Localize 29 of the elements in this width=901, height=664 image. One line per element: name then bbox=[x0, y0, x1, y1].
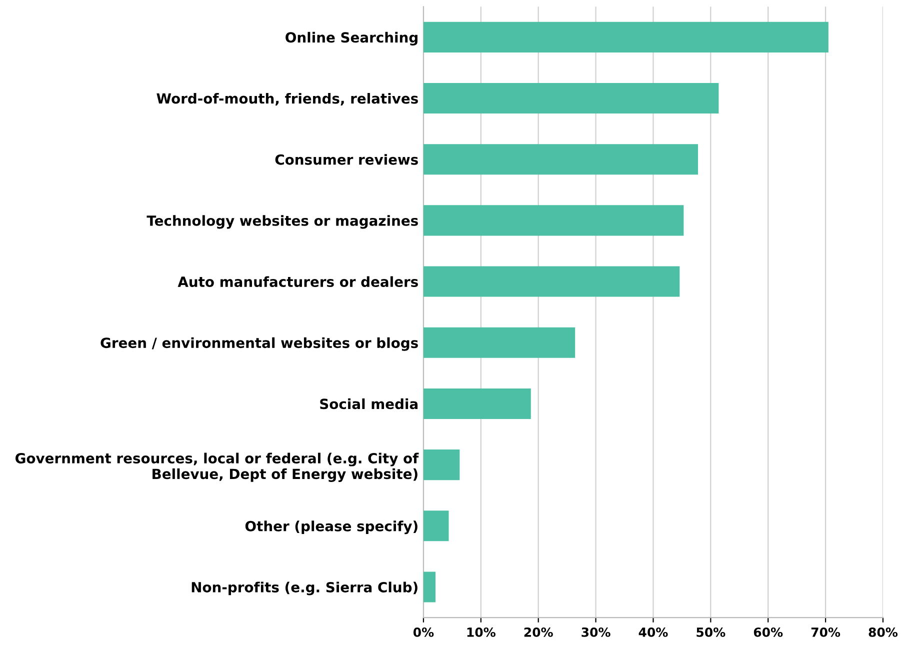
y-tick-label: Green / environmental websites or blogs bbox=[100, 337, 418, 351]
x-tick-label: 20% bbox=[524, 627, 553, 637]
y-tick-label: Auto manufacturers or dealers bbox=[178, 276, 418, 288]
bar bbox=[423, 266, 680, 297]
x-tick-label: 60% bbox=[754, 627, 783, 637]
bar bbox=[423, 327, 576, 358]
y-tick-label: Technology websites or magazines bbox=[146, 215, 418, 229]
bar bbox=[423, 144, 698, 175]
bar bbox=[423, 450, 460, 480]
y-tick-label: Non-profits (e.g. Sierra Club) bbox=[192, 582, 418, 596]
x-tick-label: 80% bbox=[868, 627, 898, 637]
y-tick-label: Word-of-mouth, friends, relatives bbox=[156, 92, 418, 106]
bar bbox=[423, 83, 719, 114]
x-tick-label: 0% bbox=[413, 627, 434, 637]
x-tick-label: 40% bbox=[638, 627, 668, 637]
x-tick-label: 30% bbox=[582, 627, 610, 637]
x-tick-label: 10% bbox=[467, 627, 496, 637]
bar bbox=[423, 388, 531, 419]
x-tick-label: 50% bbox=[696, 627, 726, 637]
bar bbox=[423, 22, 828, 52]
y-tick-label: Consumer reviews bbox=[275, 154, 418, 165]
y-tick-label: Government resources, local or federal (e.g. City of Bellevue, Dept of Energy website) bbox=[16, 452, 419, 482]
y-tick-label: Social media bbox=[320, 398, 418, 410]
x-tick-label: 70% bbox=[811, 627, 840, 637]
bar bbox=[423, 205, 684, 236]
bar bbox=[423, 572, 436, 602]
bar bbox=[423, 510, 449, 542]
y-tick-label: Other (please specify) bbox=[245, 520, 418, 534]
y-tick-label: Online Searching bbox=[286, 32, 418, 46]
